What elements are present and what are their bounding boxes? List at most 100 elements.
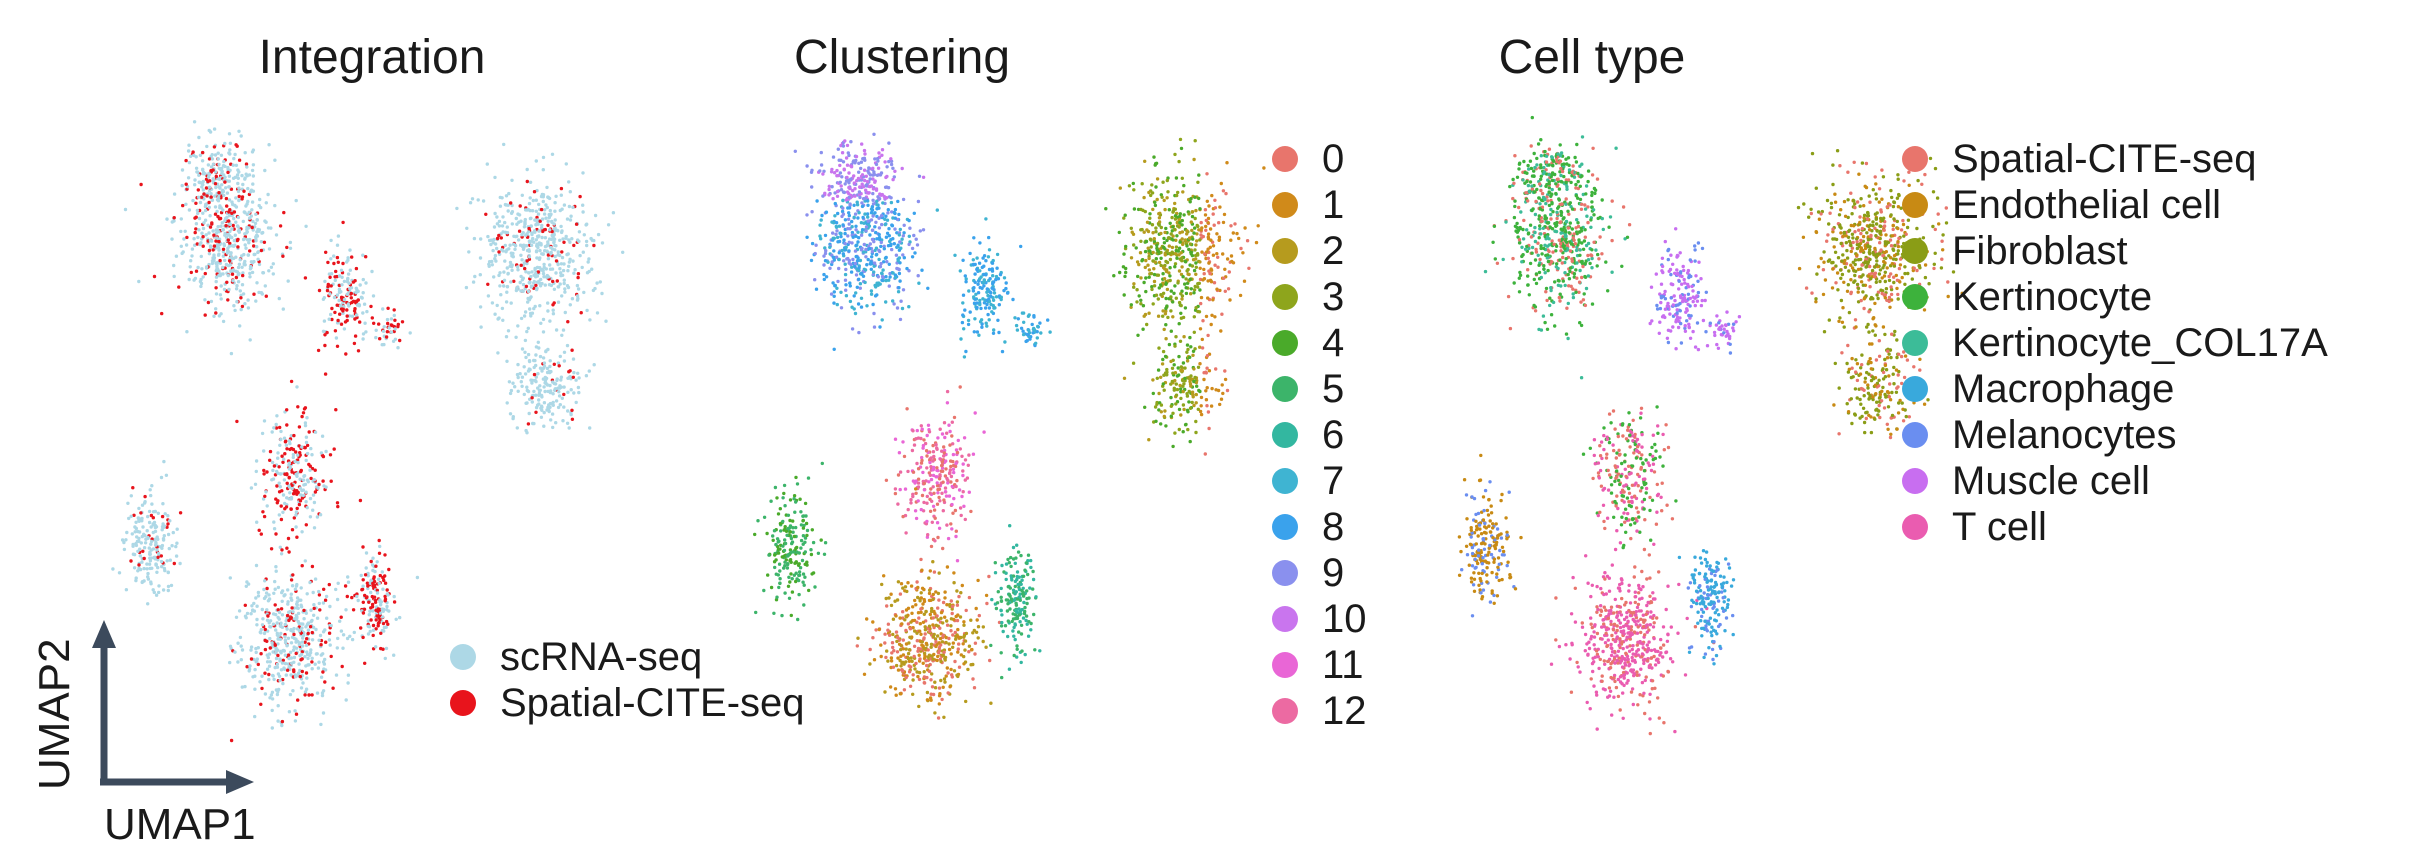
scatter-point xyxy=(868,662,872,666)
scatter-point xyxy=(854,234,858,238)
scatter-point xyxy=(1175,193,1179,198)
scatter-point xyxy=(1168,274,1172,278)
scatter-point xyxy=(832,171,837,175)
scatter-point xyxy=(874,220,878,224)
scatter-point xyxy=(246,186,250,191)
scatter-point xyxy=(336,504,340,509)
scatter-point xyxy=(328,275,332,279)
scatter-point xyxy=(1180,294,1185,298)
scatter-point xyxy=(501,249,505,253)
scatter-point xyxy=(392,594,396,599)
scatter-point xyxy=(794,579,798,584)
scatter-point xyxy=(352,341,357,346)
scatter-point xyxy=(997,303,1001,307)
scatter-point xyxy=(510,178,514,182)
scatter-point xyxy=(321,670,325,674)
scatter-point xyxy=(134,543,139,548)
scatter-point xyxy=(296,698,300,702)
scatter-point xyxy=(214,228,218,232)
scatter-point xyxy=(951,467,956,471)
scatter-point xyxy=(801,534,806,538)
scatter-point xyxy=(848,284,852,288)
scatter-point xyxy=(249,612,253,616)
scatter-point xyxy=(837,239,842,244)
scatter-point xyxy=(509,388,514,393)
scatter-point xyxy=(907,218,911,223)
scatter-point xyxy=(856,230,860,234)
scatter-point xyxy=(300,445,304,449)
scatter-point xyxy=(1147,268,1152,272)
scatter-point xyxy=(955,559,960,563)
scatter-point xyxy=(221,247,226,251)
scatter-point xyxy=(166,584,171,589)
scatter-point xyxy=(179,217,183,221)
scatter-point xyxy=(353,317,357,321)
scatter-point xyxy=(1124,244,1128,249)
scatter-point xyxy=(991,298,996,302)
scatter-point xyxy=(255,657,259,661)
scatter-point xyxy=(1206,216,1211,221)
scatter-point xyxy=(926,533,930,537)
scatter-point xyxy=(302,608,306,613)
scatter-point xyxy=(920,427,924,431)
scatter-point xyxy=(570,348,574,352)
scatter-point xyxy=(1188,335,1192,340)
scatter-point xyxy=(1165,250,1169,254)
scatter-point xyxy=(923,441,928,446)
scatter-point xyxy=(335,293,340,297)
scatter-point xyxy=(1205,386,1209,390)
scatter-point xyxy=(276,608,280,612)
scatter-point xyxy=(280,454,284,458)
scatter-point xyxy=(159,554,163,558)
scatter-point xyxy=(543,227,547,232)
scatter-point xyxy=(392,329,396,334)
scatter-point xyxy=(1198,288,1202,292)
scatter-point xyxy=(226,238,230,242)
scatter-point xyxy=(252,609,257,613)
scatter-point xyxy=(982,284,986,288)
scatter-point xyxy=(1170,245,1175,250)
scatter-point xyxy=(297,502,302,507)
scatter-point xyxy=(568,190,572,194)
scatter-point xyxy=(983,306,988,310)
scatter-point xyxy=(1165,268,1169,272)
scatter-point xyxy=(310,564,315,569)
scatter-point xyxy=(916,274,920,278)
scatter-point xyxy=(340,664,344,669)
scatter-point xyxy=(338,304,343,308)
scatter-point xyxy=(1171,300,1175,304)
scatter-point xyxy=(384,619,389,624)
scatter-point xyxy=(364,566,368,570)
scatter-point xyxy=(934,443,938,447)
scatter-point xyxy=(909,498,913,502)
scatter-point xyxy=(178,511,183,515)
scatter-point xyxy=(1205,172,1209,176)
scatter-point xyxy=(313,468,317,472)
scatter-point xyxy=(775,595,779,599)
scatter-point xyxy=(274,688,279,692)
scatter-point xyxy=(1177,253,1181,257)
scatter-point xyxy=(1215,232,1219,236)
scatter-point xyxy=(853,261,857,266)
scatter-point xyxy=(836,147,840,151)
scatter-point xyxy=(891,271,895,275)
scatter-point xyxy=(366,586,370,591)
scatter-point xyxy=(814,287,819,291)
scatter-point xyxy=(532,240,536,244)
scatter-point xyxy=(856,216,860,220)
scatter-point xyxy=(831,197,835,201)
scatter-point xyxy=(1196,253,1200,257)
scatter-point xyxy=(540,267,544,272)
scatter-point xyxy=(225,251,230,255)
scatter-point xyxy=(1031,331,1035,335)
scatter-point xyxy=(786,584,791,588)
scatter-point xyxy=(478,256,483,260)
scatter-point xyxy=(992,291,997,295)
scatter-point xyxy=(198,242,202,247)
scatter-point xyxy=(233,233,237,237)
scatter-point xyxy=(258,680,262,684)
scatter-point xyxy=(387,567,391,572)
scatter-point xyxy=(371,633,375,638)
scatter-point xyxy=(984,259,988,263)
